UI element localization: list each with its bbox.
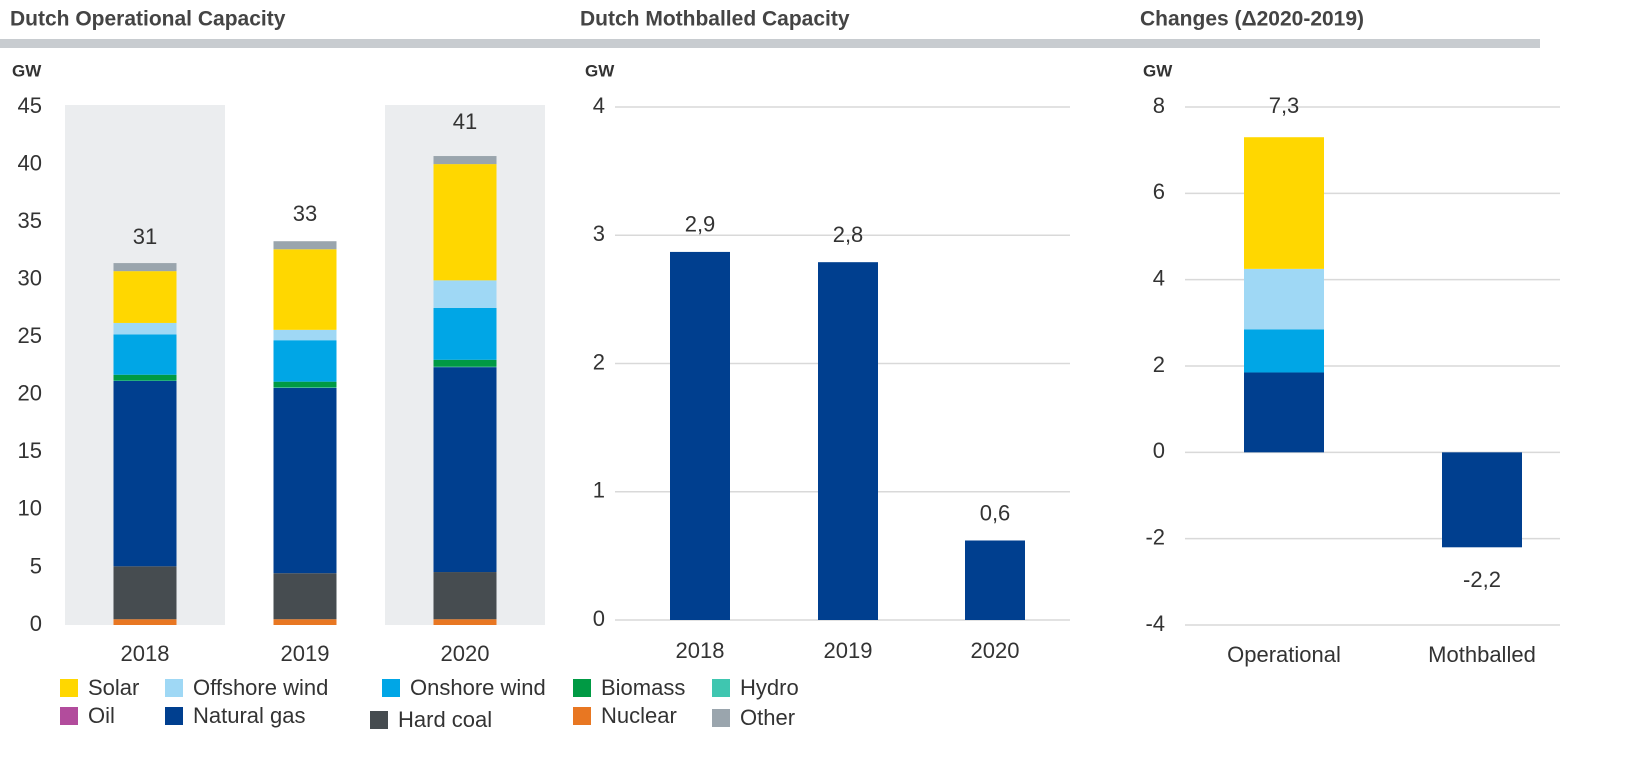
axis-unit: GW <box>12 61 42 80</box>
legend-label: Hydro <box>740 675 799 700</box>
y-tick-label: 3 <box>593 221 605 246</box>
bar-segment <box>273 241 337 250</box>
bar-segment <box>273 249 337 330</box>
bar-segment <box>113 322 177 335</box>
y-tick-label: 0 <box>593 606 605 631</box>
bar-segment <box>273 381 337 388</box>
bar-segment <box>433 164 497 281</box>
bar-segment <box>113 566 177 620</box>
legend-swatch <box>370 711 388 729</box>
legend-label: Oil <box>88 703 115 728</box>
bar-segment <box>113 380 177 567</box>
y-tick-label: -4 <box>1145 611 1165 636</box>
bar-segment <box>113 271 177 323</box>
bar <box>965 540 1025 620</box>
bar-segment <box>433 367 497 573</box>
x-tick-label: Mothballed <box>1428 642 1536 667</box>
bar-segment <box>113 374 177 381</box>
bar-segment <box>433 572 497 620</box>
legend-label: Biomass <box>601 675 685 700</box>
panel-title: Dutch Mothballed Capacity <box>580 8 850 31</box>
bar-segment <box>433 307 497 360</box>
panel-title: Dutch Operational Capacity <box>10 8 286 31</box>
bar-segment <box>273 329 337 341</box>
bar-segment <box>433 156 497 165</box>
bar-segment <box>113 334 177 375</box>
bar-segment <box>1244 329 1324 373</box>
legend-label: Natural gas <box>193 703 306 728</box>
bar-segment <box>1244 137 1324 269</box>
legend-swatch <box>60 707 78 725</box>
bar-segment <box>1442 452 1522 548</box>
legend-swatch <box>165 707 183 725</box>
bar <box>818 262 878 620</box>
bar <box>670 251 730 621</box>
bar-segment <box>273 387 337 574</box>
legend-swatch <box>382 679 400 697</box>
total-label: 33 <box>293 201 317 226</box>
legend-swatch <box>712 709 730 727</box>
legend-swatch <box>165 679 183 697</box>
legend-swatch <box>573 679 591 697</box>
bar-segment <box>113 619 177 625</box>
legend-swatch <box>712 679 730 697</box>
legend-label: Hard coal <box>398 707 492 732</box>
total-label: 7,3 <box>1269 93 1300 118</box>
x-tick-label: 2019 <box>281 641 330 666</box>
bar-segment <box>273 619 337 625</box>
legend-swatch <box>573 707 591 725</box>
y-tick-label: 6 <box>1153 179 1165 204</box>
y-tick-label: 4 <box>1153 265 1165 290</box>
value-label: 0,6 <box>980 500 1011 525</box>
legend-label: Solar <box>88 675 139 700</box>
bar-segment <box>113 263 177 272</box>
x-tick-label: 2018 <box>121 641 170 666</box>
bar-segment <box>433 280 497 308</box>
y-tick-label: 40 <box>18 150 42 175</box>
y-tick-label: 2 <box>1153 352 1165 377</box>
y-tick-label: 30 <box>18 265 42 290</box>
axis-unit: GW <box>1143 61 1173 80</box>
header-rule <box>0 39 1540 48</box>
panel-title: Changes (Δ2020-2019) <box>1140 8 1364 31</box>
y-tick-label: 2 <box>593 349 605 374</box>
x-tick-label: Operational <box>1227 642 1341 667</box>
y-tick-label: 8 <box>1153 93 1165 118</box>
legend-label: Offshore wind <box>193 675 328 700</box>
y-tick-label: 25 <box>18 323 42 348</box>
bar-segment <box>273 340 337 382</box>
value-label: 2,9 <box>685 212 716 237</box>
total-label: -2,2 <box>1463 567 1501 592</box>
y-tick-label: 45 <box>18 93 42 118</box>
bar-segment <box>433 359 497 367</box>
y-tick-label: 1 <box>593 478 605 503</box>
y-tick-label: 4 <box>593 93 605 118</box>
y-tick-label: 35 <box>18 208 42 233</box>
y-tick-label: -2 <box>1145 524 1165 549</box>
total-label: 31 <box>133 224 157 249</box>
x-tick-label: 2019 <box>824 638 873 663</box>
x-tick-label: 2020 <box>441 641 490 666</box>
legend-label: Onshore wind <box>410 675 546 700</box>
y-tick-label: 20 <box>18 381 42 406</box>
value-label: 2,8 <box>833 222 864 247</box>
y-tick-label: 0 <box>1153 438 1165 463</box>
total-label: 41 <box>453 109 477 134</box>
y-tick-label: 0 <box>30 611 42 636</box>
x-tick-label: 2018 <box>676 638 725 663</box>
bar-segment <box>1244 372 1324 453</box>
x-tick-label: 2020 <box>971 638 1020 663</box>
legend-label: Nuclear <box>601 703 677 728</box>
legend-swatch <box>60 679 78 697</box>
bar-segment <box>1244 268 1324 330</box>
axis-unit: GW <box>585 61 615 80</box>
bar-segment <box>433 619 497 625</box>
y-tick-label: 10 <box>18 496 42 521</box>
y-tick-label: 15 <box>18 438 42 463</box>
bar-segment <box>273 573 337 620</box>
legend-label: Other <box>740 705 795 730</box>
y-tick-label: 5 <box>30 553 42 578</box>
